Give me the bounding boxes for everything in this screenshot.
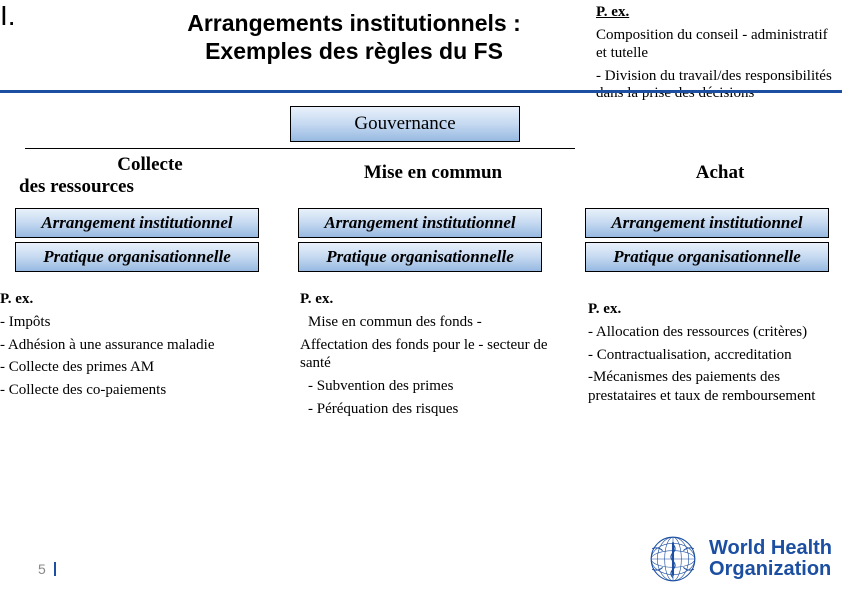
col2-pratique-box: Pratique organisationnelle	[298, 242, 542, 272]
col2-arrangement-box: Arrangement institutionnel	[298, 208, 542, 238]
ex3-line2: - Contractualisation, accreditation	[588, 346, 838, 365]
col3-pratique-box: Pratique organisationnelle	[585, 242, 829, 272]
ex1-line4: - Collecte des co-paiements	[0, 381, 300, 400]
example-header: P. ex.	[596, 4, 629, 20]
governance-box: Gouvernance	[290, 106, 520, 142]
col1-pratique-box: Pratique organisationnelle	[15, 242, 259, 272]
who-logo-icon	[647, 533, 699, 585]
note-p2: - Division du travail/des responsibilité…	[596, 68, 838, 103]
ex3-line1: - Allocation des ressources (critères)	[588, 323, 838, 342]
ex1-header: P. ex.	[0, 291, 33, 307]
col2-title: Mise en commun	[298, 162, 568, 184]
ex2-line2: Affectation des fonds pour le - secteur …	[300, 336, 575, 374]
examples-col1: P. ex. - Impôts - Adhésion à une assuran…	[0, 290, 300, 400]
slide-index: I.	[0, 0, 16, 32]
ex1-line1: - Impôts	[0, 313, 300, 332]
title-line-2: Exemples des règles du FS	[144, 38, 564, 66]
col1-subtitle: des ressources	[15, 176, 285, 198]
col3-arrangement-box: Arrangement institutionnel	[585, 208, 829, 238]
note-p1: Composition du conseil - administratif e…	[596, 27, 838, 62]
page-title: Arrangements institutionnels : Exemples …	[144, 10, 564, 65]
ex3-line3: -Mécanismes des paiements des prestatair…	[588, 368, 838, 406]
column-2-header: Mise en commun	[298, 162, 568, 184]
ex2-header: P. ex.	[300, 291, 333, 307]
ex2-line1: Mise en commun des fonds -	[300, 313, 575, 332]
examples-col3: P. ex. - Allocation des ressources (crit…	[588, 300, 838, 406]
connector-line	[25, 148, 575, 149]
ex2-line4: - Péréquation des risques	[300, 400, 575, 419]
col3-title: Achat	[585, 162, 842, 184]
col1-arrangement-box: Arrangement institutionnel	[15, 208, 259, 238]
who-line1: World Health	[709, 538, 832, 559]
column-1-header: Collecte des ressources	[15, 154, 285, 198]
col1-title: Collecte	[15, 154, 285, 176]
ex2-line3: - Subvention des primes	[300, 377, 575, 396]
ex3-header: P. ex.	[588, 301, 621, 317]
ex1-line3: - Collecte des primes AM	[0, 358, 300, 377]
page-number-value: 5	[38, 561, 46, 577]
page-number: 5	[38, 561, 56, 577]
title-line-1: Arrangements institutionnels :	[144, 10, 564, 38]
page-number-bar	[54, 562, 56, 576]
who-text: World Health Organization	[709, 538, 832, 580]
header-divider	[0, 90, 842, 93]
who-line2: Organization	[709, 559, 832, 580]
who-logo-block: World Health Organization	[647, 533, 832, 585]
examples-col2: P. ex. Mise en commun des fonds - Affect…	[300, 290, 575, 419]
column-3-header: Achat	[585, 162, 842, 184]
ex1-line2: - Adhésion à une assurance maladie	[0, 336, 300, 355]
